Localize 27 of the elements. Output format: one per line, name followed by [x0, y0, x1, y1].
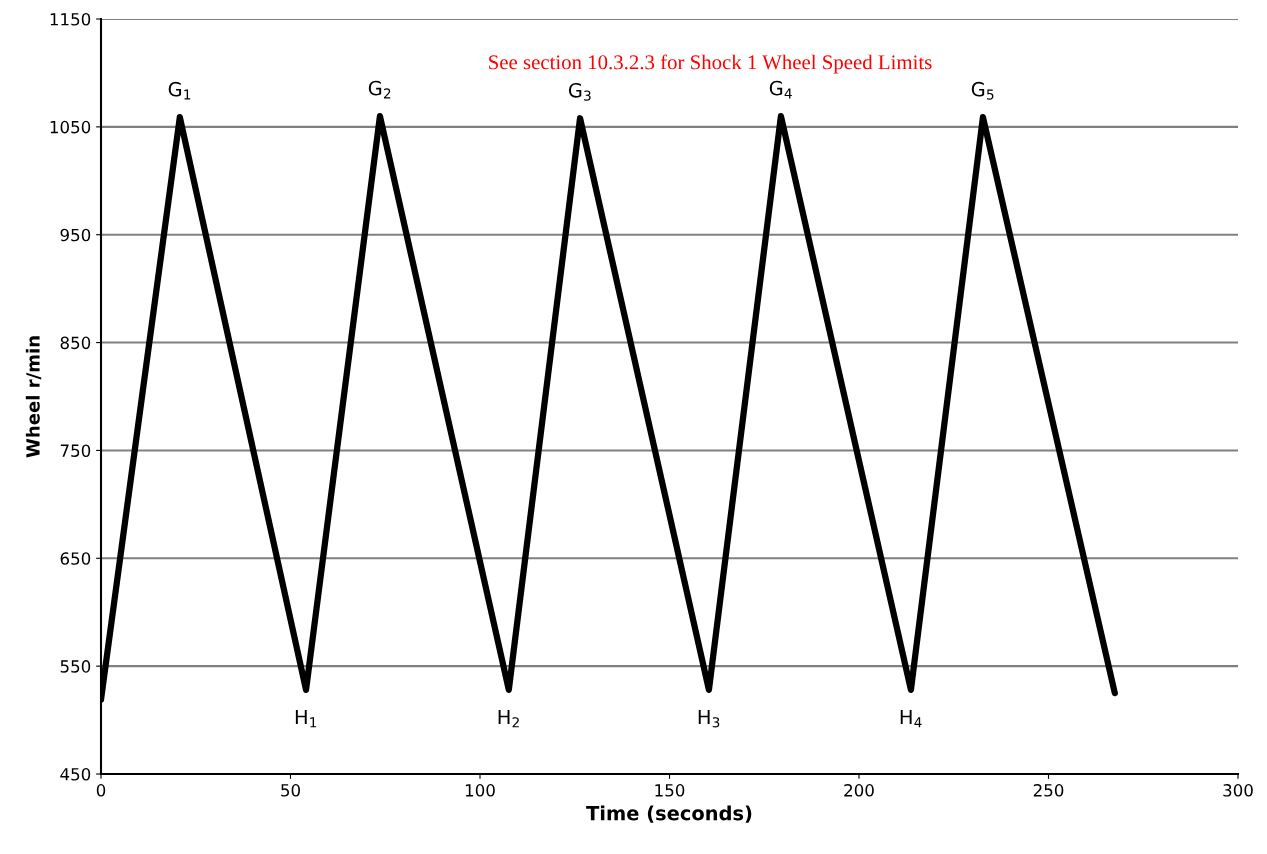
annotation: G$_{3}$: [568, 82, 591, 101]
x-tick-label: 250: [1033, 784, 1064, 797]
y-tick-label: 850: [60, 336, 91, 350]
x-tick-label: 300: [1223, 784, 1253, 797]
annotation: H$_{1}$: [295, 709, 317, 728]
x-tick-label: 200: [844, 784, 874, 797]
y-tick-label: 550: [60, 660, 91, 673]
y-axis-title: Wheel r/min: [25, 336, 42, 458]
annotation: G$_{1}$: [168, 81, 191, 100]
annotation: H$_{4}$: [900, 709, 922, 728]
annotation: G$_{2}$: [368, 80, 391, 99]
annotation: G$_{4}$: [769, 80, 792, 99]
annotation: H$_{2}$: [498, 709, 519, 728]
y-tick-label: 1150: [50, 12, 91, 26]
y-tick-label: 750: [60, 444, 91, 457]
x-tick-label: 0: [96, 784, 106, 797]
x-tick-label: 100: [465, 784, 495, 797]
annotation: See section 10.3.2.3 for Shock 1 Wheel Speed Limits: [489, 54, 932, 74]
annotation: H$_{3}$: [698, 709, 720, 728]
x-axis-title: Time (seconds): [586, 805, 752, 823]
y-tick-label: 450: [60, 767, 91, 781]
annotation: G$_{5}$: [971, 81, 994, 100]
y-tick-label: 650: [60, 552, 91, 565]
y-tick-label: 1050: [50, 120, 91, 134]
x-tick-label: 150: [655, 784, 685, 797]
y-tick-label: 950: [60, 228, 91, 242]
x-tick-label: 50: [281, 784, 300, 797]
